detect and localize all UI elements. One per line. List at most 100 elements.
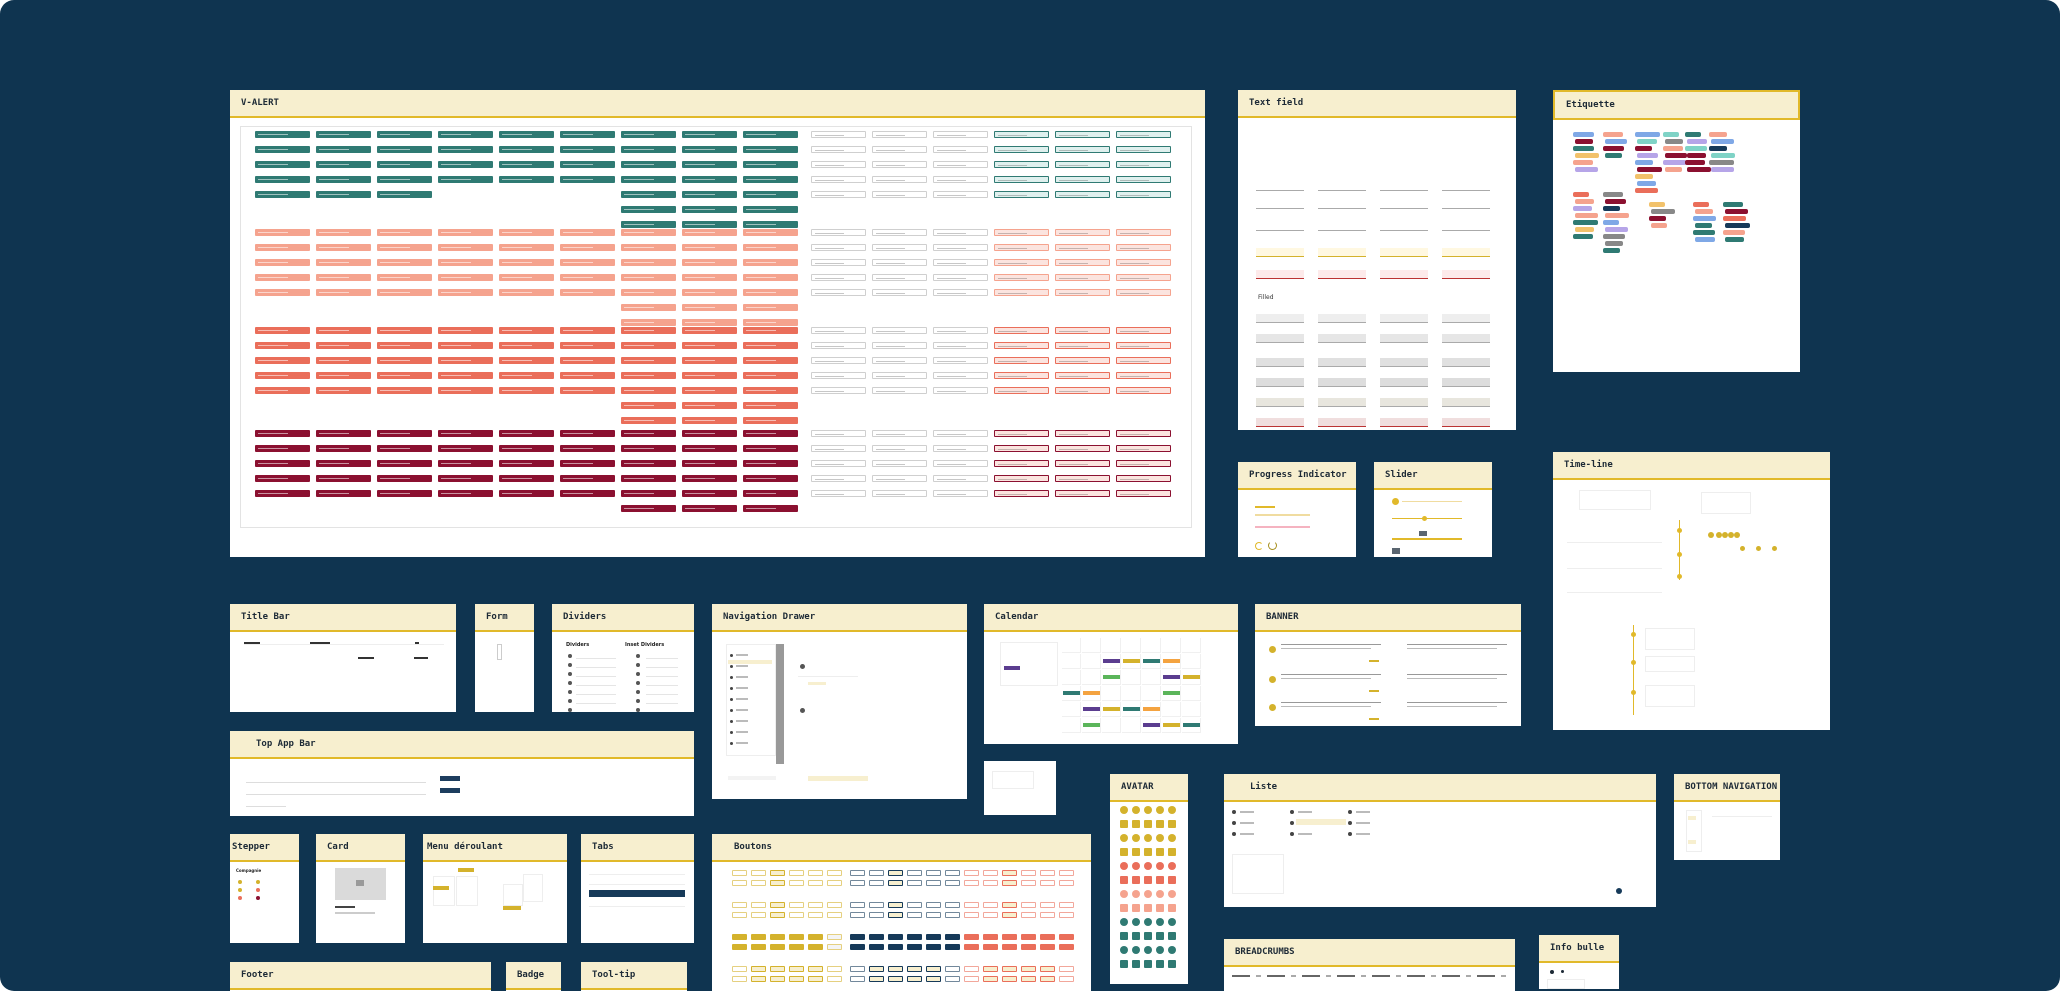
nav-item-icon [730,742,733,745]
frame-info-bulle[interactable]: Info bulle [1539,935,1619,989]
button-sample [1059,912,1074,918]
list-item-label [1356,822,1370,824]
button-sample [850,902,865,908]
avatar-item [1168,834,1176,842]
button-sample [770,966,785,972]
chip [1725,237,1744,242]
frame-v-alert[interactable]: V-ALERT [230,90,1205,557]
alert-outlined [933,445,988,452]
button-sample [1040,934,1055,940]
alert-solid [438,289,493,296]
divider-line [576,667,616,668]
avatar-item [1156,806,1164,814]
avatar-item [1156,904,1164,912]
frame-text-field[interactable]: Text field Filled [1238,90,1516,430]
avatar-item [1144,890,1152,898]
button-sample [827,944,842,950]
banner-text [1407,648,1497,649]
frame-stepper[interactable]: Stepper Compagnie [230,834,299,943]
chip [1605,241,1623,246]
frame-boutons[interactable]: Boutons [712,834,1091,991]
frame-timeline[interactable]: Time-line [1553,452,1830,730]
button-sample [964,880,979,886]
frame-tabs[interactable]: Tabs [581,834,694,943]
alert-solid [377,229,432,236]
frame-avatar[interactable]: AVATAR [1110,774,1188,984]
button-sample [1002,870,1017,876]
button-sample [751,944,766,950]
text-input [1380,248,1428,257]
alert-outlined [1055,475,1110,482]
alert-outlined [1116,460,1171,467]
alert-outlined [872,229,927,236]
breadcrumb-sep [1466,975,1471,977]
alert-solid [743,490,798,497]
chip [1603,146,1624,151]
frame-slider[interactable]: Slider [1374,462,1492,557]
text-input [1442,378,1490,387]
chip [1575,227,1594,232]
alert-outlined [872,445,927,452]
alert-outlined [933,131,988,138]
frame-menu-deroulant[interactable]: Menu déroulant [423,834,567,943]
alert-outlined [811,259,866,266]
alert-outlined [811,475,866,482]
calendar-mini-popup[interactable] [984,761,1056,815]
frame-card[interactable]: Card [316,834,405,943]
frame-top-app-bar[interactable]: Top App Bar [230,731,694,816]
info-bulle-samples [1539,963,1619,989]
frame-form[interactable]: Form [475,604,534,712]
alert-solid [621,259,676,266]
alert-outlined [1055,372,1110,379]
button-sample [926,966,941,972]
frame-calendar[interactable]: Calendar [984,604,1238,744]
frame-breadcrumbs[interactable]: BREADCRUMBS [1224,939,1515,991]
alert-solid [560,176,615,183]
text-input [1442,182,1490,191]
button-sample [770,976,785,982]
alert-outlined [933,161,988,168]
alert-solid [682,176,737,183]
alert-solid [316,342,371,349]
alert-outlined [1116,372,1171,379]
alert-solid [255,342,310,349]
fab-icon [1616,888,1622,894]
slider-samples [1374,490,1492,557]
frame-navigation-drawer[interactable]: Navigation Drawer [712,604,967,799]
frame-bottom-navigation[interactable]: BOTTOM NAVIGATION [1674,774,1780,860]
alert-solid [621,430,676,437]
progress-samples [1238,490,1356,557]
alert-outlined [1116,327,1171,334]
list-item-icon [1232,821,1236,825]
text-input [1442,200,1490,209]
button-sample [770,870,785,876]
button-sample [907,934,922,940]
chip [1693,230,1715,235]
frame-progress-indicator[interactable]: Progress Indicator [1238,462,1356,557]
frame-badge[interactable]: Badge [506,962,561,991]
alert-solid [560,274,615,281]
calendar-cell [1142,638,1161,653]
chip [1575,199,1594,204]
alert-solid [743,357,798,364]
alert-solid [621,191,676,198]
frame-tooltip[interactable]: Tool-tip [581,962,687,991]
chip [1711,139,1734,144]
calendar-cell [1142,718,1161,733]
avatar-item [1132,918,1140,926]
frame-liste[interactable]: Liste [1224,774,1656,907]
etiquette-chips [1553,118,1800,372]
alert-solid [438,342,493,349]
frame-etiquette[interactable]: Etiquette [1553,90,1800,372]
banner-icon [1269,676,1276,683]
divider-line [576,676,616,677]
button-sample [732,934,747,940]
button-sample [926,870,941,876]
alert-outlined [1116,229,1171,236]
frame-banner[interactable]: BANNER [1255,604,1521,726]
divider-line [646,676,678,677]
button-sample [926,944,941,950]
frame-dividers[interactable]: Dividers Dividers Inset Dividers [552,604,694,712]
frame-footer[interactable]: Footer [230,962,491,991]
frame-title-bar[interactable]: Title Bar [230,604,456,712]
